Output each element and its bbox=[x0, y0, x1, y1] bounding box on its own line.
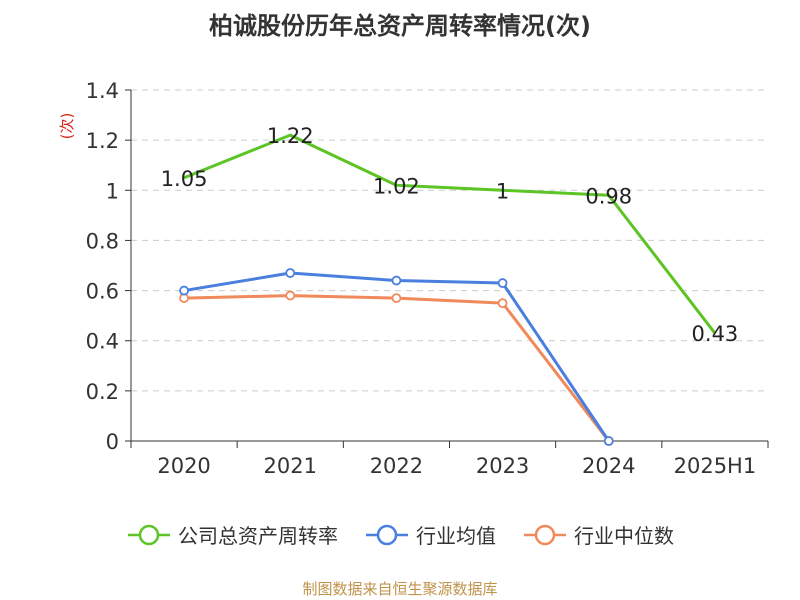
data-point bbox=[603, 436, 614, 446]
data-label: 1.02 bbox=[373, 174, 420, 198]
data-label: 0.43 bbox=[692, 322, 739, 346]
data-point bbox=[285, 290, 296, 301]
legend: 公司总资产周转率 行业均值 行业中位数 bbox=[0, 520, 800, 549]
y-tick-label: 1.2 bbox=[86, 129, 119, 153]
legend-item: 公司总资产周转率 bbox=[126, 520, 338, 549]
x-tick-label: 2022 bbox=[370, 454, 423, 478]
y-tick-label: 0.6 bbox=[86, 280, 119, 304]
y-tick-label: 0.8 bbox=[86, 229, 119, 253]
chart-title: 柏诚股份历年总资产周转率情况(次) bbox=[209, 12, 591, 40]
data-point bbox=[391, 275, 402, 286]
data-point bbox=[179, 285, 189, 296]
legend-label: 公司总资产周转率 bbox=[178, 524, 338, 548]
legend-item: 行业均值 bbox=[364, 520, 496, 549]
data-label: 1 bbox=[496, 179, 509, 203]
data-point bbox=[497, 298, 508, 309]
data-label: 1.05 bbox=[161, 167, 208, 191]
legend-marker-icon bbox=[128, 524, 170, 545]
data-label: 1.22 bbox=[267, 124, 314, 148]
y-tick-label: 1.4 bbox=[86, 79, 119, 103]
data-labels: 1.05 1.22 1.02 1 0.98 0.43 bbox=[161, 124, 739, 346]
data-label: 0.98 bbox=[585, 184, 632, 208]
source-note: 制图数据来自恒生聚源数据库 bbox=[302, 580, 498, 598]
legend-item: 行业中位数 bbox=[522, 520, 674, 549]
series-lines bbox=[179, 133, 717, 446]
x-tick-label: 2024 bbox=[582, 454, 635, 478]
y-tick-label: 1 bbox=[106, 179, 119, 203]
y-axis-label: (次) bbox=[58, 113, 76, 140]
x-tick-label: 2025H1 bbox=[674, 454, 757, 478]
legend-label: 行业中位数 bbox=[574, 524, 674, 548]
y-tick-label: 0.4 bbox=[86, 330, 119, 354]
data-point bbox=[497, 278, 508, 288]
legend-marker-icon bbox=[366, 524, 408, 545]
data-point bbox=[285, 268, 296, 278]
x-tick-label: 2020 bbox=[157, 454, 210, 478]
series-line bbox=[184, 294, 610, 442]
y-tick-label: 0 bbox=[106, 430, 119, 454]
y-tick-label: 0.2 bbox=[86, 380, 119, 404]
x-tick-label: 2021 bbox=[264, 454, 317, 478]
x-tick-label: 2023 bbox=[476, 454, 529, 478]
axes: 0 0.2 0.4 0.6 0.8 1 1.2 1.4 2020 2021 2022 2023 2024… bbox=[86, 79, 769, 478]
legend-label: 行业均值 bbox=[416, 524, 496, 548]
gridlines bbox=[131, 89, 768, 392]
data-point bbox=[391, 293, 402, 303]
legend-marker-icon bbox=[524, 524, 566, 545]
series-line bbox=[183, 133, 717, 335]
